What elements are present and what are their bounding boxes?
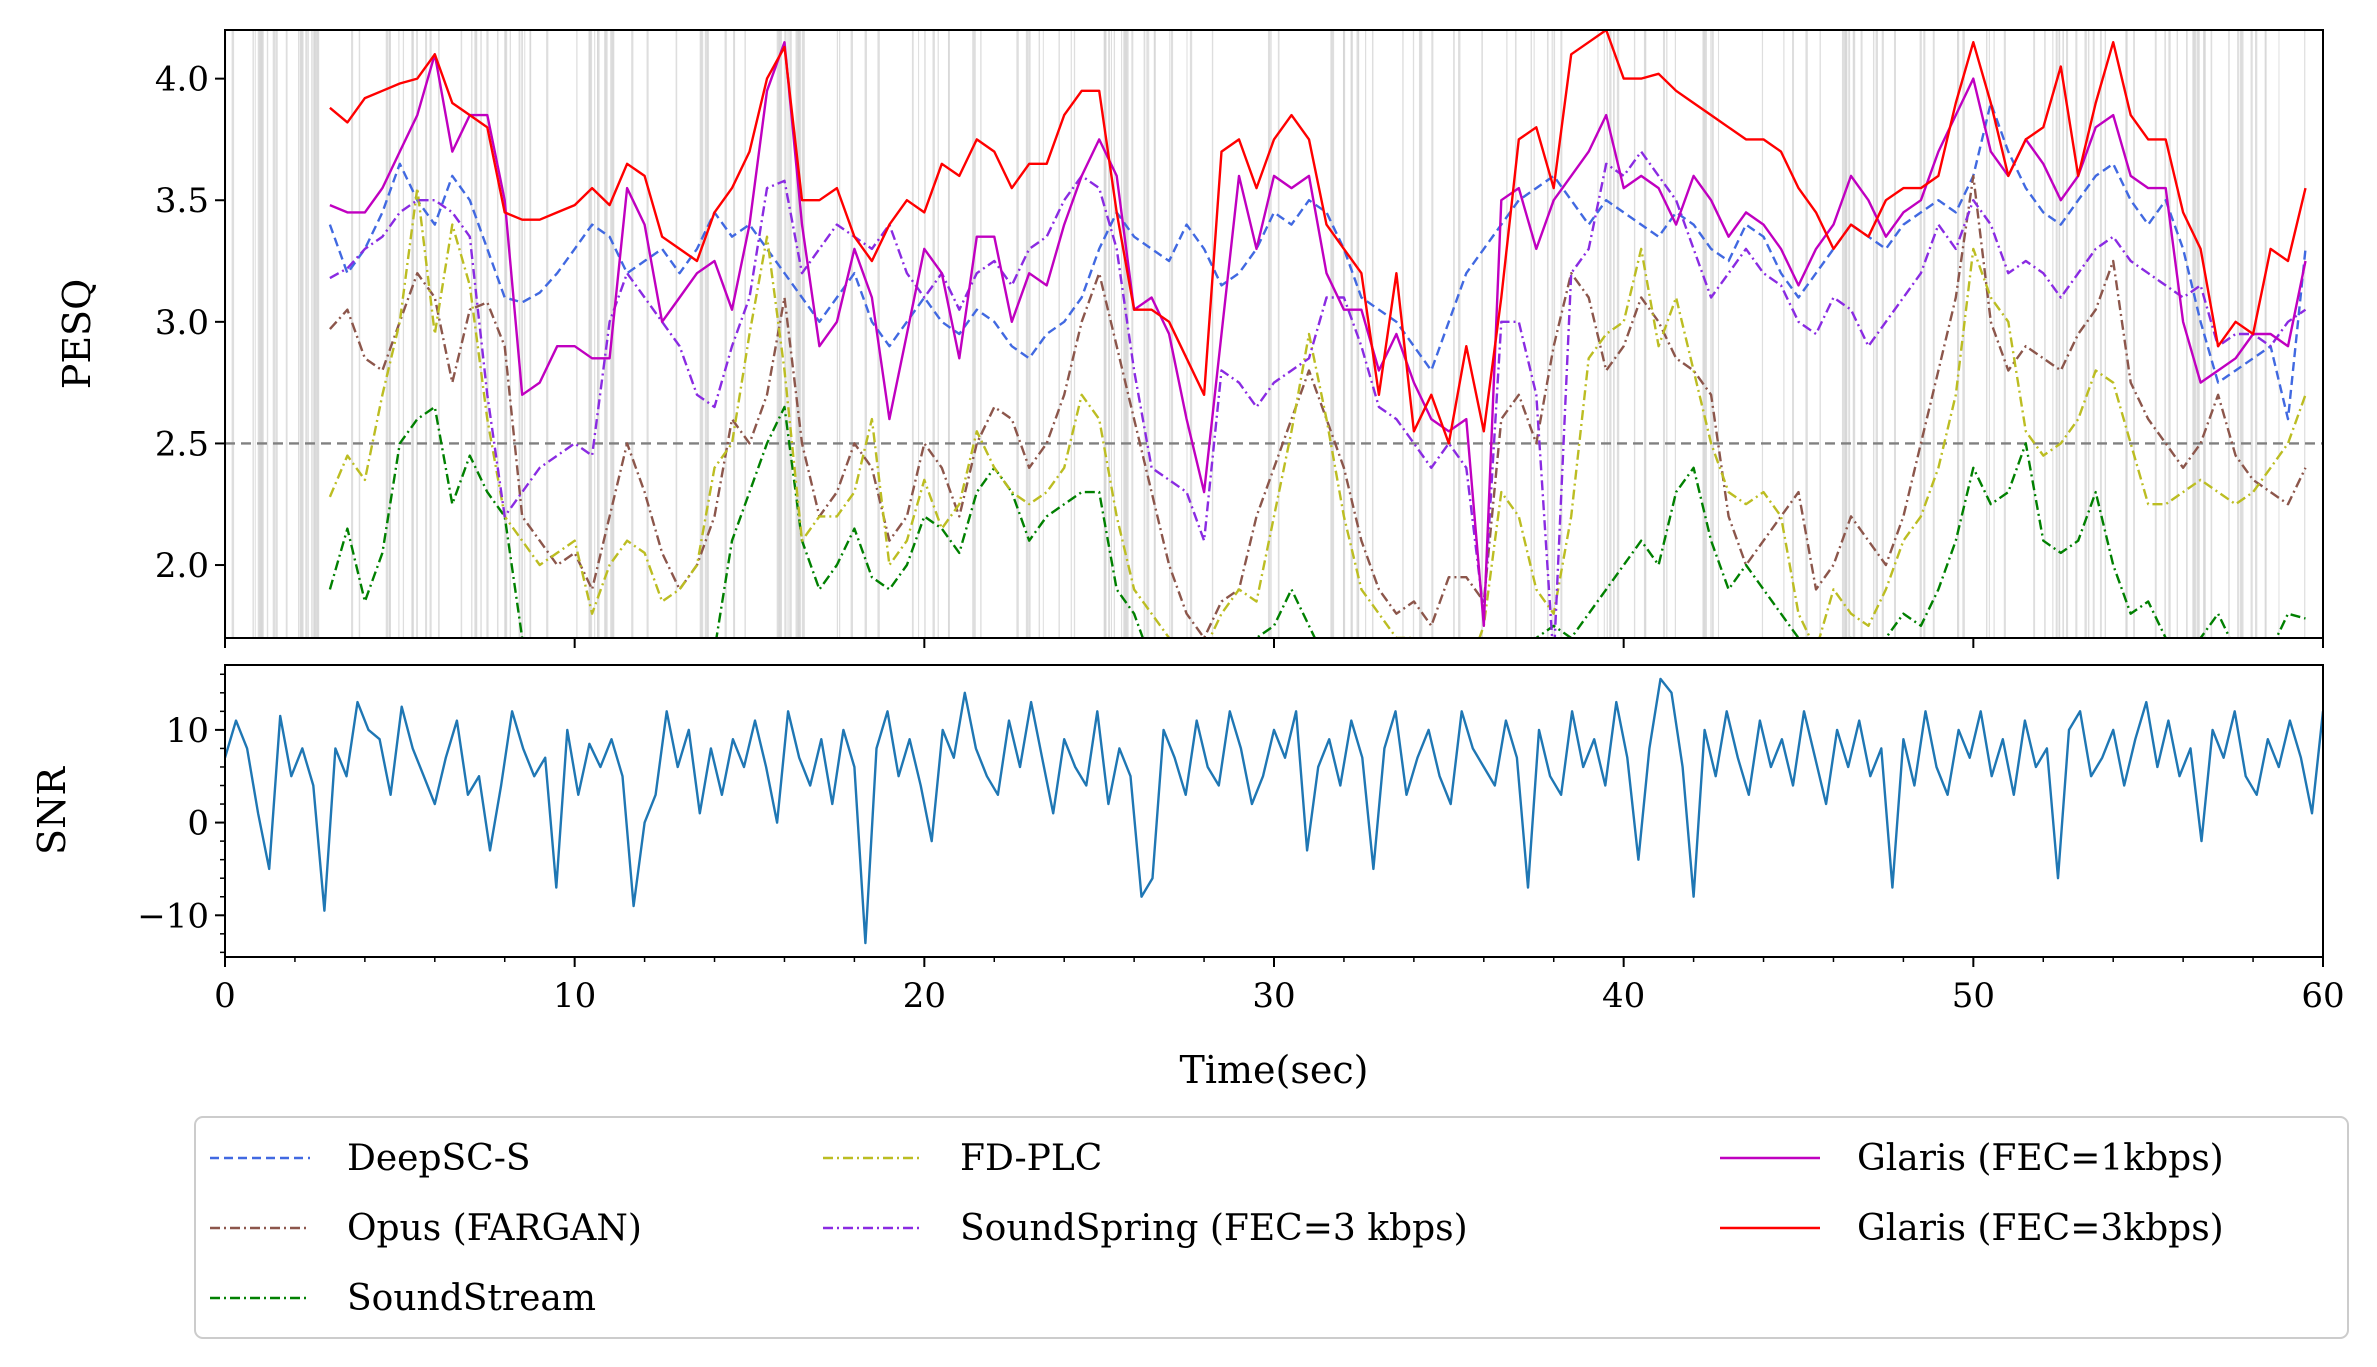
legend-entry-label: SoundSpring (FEC=3 kbps) bbox=[960, 1208, 1468, 1249]
snr-series-group bbox=[225, 677, 2323, 945]
series-line-opus-fargan bbox=[329, 174, 2307, 638]
x-tick-label: 0 bbox=[214, 976, 236, 1016]
x-tick-label: 60 bbox=[2301, 976, 2344, 1016]
series-line-glaris-fec-3kbps bbox=[329, 30, 2307, 445]
series-line-deepsc-s bbox=[328, 101, 2307, 421]
series-line-soundspring-fec-3-kbps bbox=[329, 150, 2307, 638]
pesq-series-group bbox=[328, 30, 2307, 638]
legend-entry-label: Glaris (FEC=1kbps) bbox=[1857, 1138, 2224, 1179]
legend-entry-label: Opus (FARGAN) bbox=[347, 1208, 642, 1249]
pesq-x-ticks bbox=[224, 638, 2324, 648]
pesq-axes-frame bbox=[224, 29, 2324, 639]
x-tick-label: 10 bbox=[553, 976, 596, 1016]
series-line-snr bbox=[225, 677, 2323, 945]
x-axis-label: Time(sec) bbox=[1180, 1048, 1369, 1092]
x-tick-label: 50 bbox=[1952, 976, 1995, 1016]
snr-y-axis-label: SNR bbox=[30, 766, 74, 855]
x-tick-label: 20 bbox=[903, 976, 946, 1016]
pesq-panel: 2.0 2.5 3.0 3.5 4.0 PESQ bbox=[55, 29, 2324, 648]
y-tick-label: 2.5 bbox=[155, 424, 209, 464]
packet-loss-markers bbox=[224, 30, 2306, 638]
y-tick-label: 3.0 bbox=[155, 303, 209, 343]
snr-y-ticks: 10 0 −10 bbox=[137, 673, 225, 954]
y-tick-label: 3.5 bbox=[155, 181, 209, 221]
snr-panel: 100−10 0 10 20 30 40 50 60 SNR Time(sec) bbox=[30, 664, 2345, 1092]
x-tick-label: 30 bbox=[1252, 976, 1295, 1016]
pesq-y-ticks: 2.0 2.5 3.0 3.5 4.0 bbox=[155, 60, 225, 586]
legend-entry-label: Glaris (FEC=3kbps) bbox=[1857, 1208, 2224, 1249]
series-line-glaris-fec-1kbps bbox=[329, 41, 2307, 627]
pesq-y-axis-label: PESQ bbox=[55, 279, 99, 390]
y-tick-label: 0 bbox=[187, 804, 209, 844]
legend-entry-label: FD-PLC bbox=[960, 1138, 1102, 1179]
series-line-soundstream bbox=[328, 405, 2306, 638]
snr-axes-frame bbox=[224, 664, 2324, 958]
y-tick-label: −10 bbox=[137, 896, 209, 936]
y-tick-label: 4.0 bbox=[155, 60, 209, 100]
y-tick-label: 10 bbox=[166, 711, 209, 751]
legend: DeepSC-S Opus (FARGAN) SoundStream FD-PLC So… bbox=[210, 1138, 2224, 1319]
y-tick-label: 2.0 bbox=[155, 546, 209, 586]
legend-frame bbox=[194, 1116, 2349, 1339]
x-tick-label: 40 bbox=[1602, 976, 1645, 1016]
legend-entry-label: DeepSC-S bbox=[347, 1138, 531, 1179]
legend-entry-label: SoundStream bbox=[347, 1278, 596, 1319]
series-line-fd-plc bbox=[328, 186, 2307, 638]
snr-x-ticks: 0 10 20 30 40 50 60 bbox=[214, 957, 2345, 1016]
